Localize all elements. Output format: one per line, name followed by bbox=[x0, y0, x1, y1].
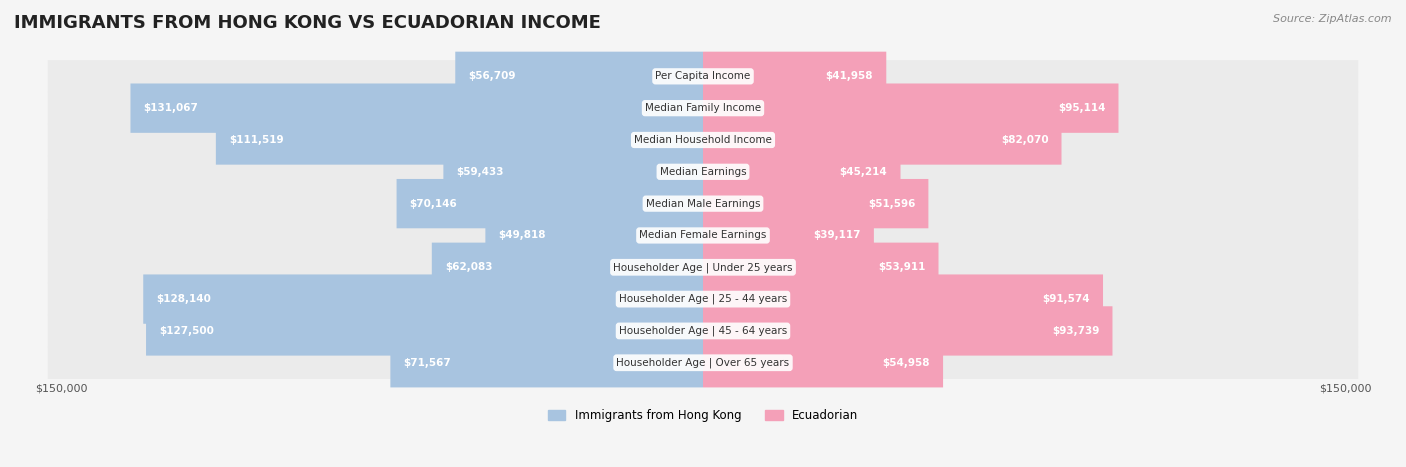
FancyBboxPatch shape bbox=[146, 306, 703, 355]
Text: $45,214: $45,214 bbox=[839, 167, 887, 177]
FancyBboxPatch shape bbox=[48, 219, 1358, 252]
Text: $39,117: $39,117 bbox=[813, 230, 860, 241]
FancyBboxPatch shape bbox=[48, 124, 1358, 156]
Text: $71,567: $71,567 bbox=[404, 358, 451, 368]
FancyBboxPatch shape bbox=[703, 84, 1119, 133]
Text: $82,070: $82,070 bbox=[1001, 135, 1049, 145]
Text: $59,433: $59,433 bbox=[457, 167, 503, 177]
Text: $54,958: $54,958 bbox=[883, 358, 929, 368]
FancyBboxPatch shape bbox=[456, 52, 703, 101]
Text: $53,911: $53,911 bbox=[877, 262, 925, 272]
FancyBboxPatch shape bbox=[48, 156, 1358, 188]
Text: Median Earnings: Median Earnings bbox=[659, 167, 747, 177]
FancyBboxPatch shape bbox=[48, 283, 1358, 315]
Text: $95,114: $95,114 bbox=[1057, 103, 1105, 113]
Text: $49,818: $49,818 bbox=[499, 230, 546, 241]
FancyBboxPatch shape bbox=[703, 338, 943, 388]
FancyBboxPatch shape bbox=[703, 306, 1112, 355]
Text: $91,574: $91,574 bbox=[1042, 294, 1090, 304]
Legend: Immigrants from Hong Kong, Ecuadorian: Immigrants from Hong Kong, Ecuadorian bbox=[543, 404, 863, 427]
Text: Per Capita Income: Per Capita Income bbox=[655, 71, 751, 81]
FancyBboxPatch shape bbox=[703, 243, 938, 292]
Text: $56,709: $56,709 bbox=[468, 71, 516, 81]
Text: Median Female Earnings: Median Female Earnings bbox=[640, 230, 766, 241]
FancyBboxPatch shape bbox=[48, 251, 1358, 283]
FancyBboxPatch shape bbox=[703, 52, 886, 101]
Text: IMMIGRANTS FROM HONG KONG VS ECUADORIAN INCOME: IMMIGRANTS FROM HONG KONG VS ECUADORIAN … bbox=[14, 14, 600, 32]
Text: $62,083: $62,083 bbox=[444, 262, 492, 272]
FancyBboxPatch shape bbox=[443, 147, 703, 197]
Text: Householder Age | Under 25 years: Householder Age | Under 25 years bbox=[613, 262, 793, 273]
Text: $51,596: $51,596 bbox=[868, 198, 915, 209]
FancyBboxPatch shape bbox=[391, 338, 703, 388]
FancyBboxPatch shape bbox=[131, 84, 703, 133]
Text: Median Male Earnings: Median Male Earnings bbox=[645, 198, 761, 209]
Text: $93,739: $93,739 bbox=[1052, 326, 1099, 336]
Text: $150,000: $150,000 bbox=[35, 384, 87, 394]
FancyBboxPatch shape bbox=[48, 347, 1358, 379]
Text: Householder Age | 25 - 44 years: Householder Age | 25 - 44 years bbox=[619, 294, 787, 304]
FancyBboxPatch shape bbox=[217, 115, 703, 165]
Text: Householder Age | Over 65 years: Householder Age | Over 65 years bbox=[616, 358, 790, 368]
Text: Median Household Income: Median Household Income bbox=[634, 135, 772, 145]
Text: $41,958: $41,958 bbox=[825, 71, 873, 81]
FancyBboxPatch shape bbox=[485, 211, 703, 260]
FancyBboxPatch shape bbox=[703, 179, 928, 228]
FancyBboxPatch shape bbox=[396, 179, 703, 228]
Text: $150,000: $150,000 bbox=[1319, 384, 1371, 394]
FancyBboxPatch shape bbox=[48, 315, 1358, 347]
FancyBboxPatch shape bbox=[48, 60, 1358, 92]
FancyBboxPatch shape bbox=[703, 211, 875, 260]
Text: Householder Age | 45 - 64 years: Householder Age | 45 - 64 years bbox=[619, 325, 787, 336]
Text: Source: ZipAtlas.com: Source: ZipAtlas.com bbox=[1274, 14, 1392, 24]
Text: $70,146: $70,146 bbox=[409, 198, 457, 209]
Text: $111,519: $111,519 bbox=[229, 135, 284, 145]
FancyBboxPatch shape bbox=[432, 243, 703, 292]
Text: Median Family Income: Median Family Income bbox=[645, 103, 761, 113]
FancyBboxPatch shape bbox=[703, 115, 1062, 165]
FancyBboxPatch shape bbox=[703, 147, 900, 197]
Text: $128,140: $128,140 bbox=[156, 294, 211, 304]
FancyBboxPatch shape bbox=[703, 275, 1104, 324]
Text: $131,067: $131,067 bbox=[143, 103, 198, 113]
FancyBboxPatch shape bbox=[143, 275, 703, 324]
FancyBboxPatch shape bbox=[48, 187, 1358, 220]
FancyBboxPatch shape bbox=[48, 92, 1358, 124]
Text: $127,500: $127,500 bbox=[159, 326, 214, 336]
